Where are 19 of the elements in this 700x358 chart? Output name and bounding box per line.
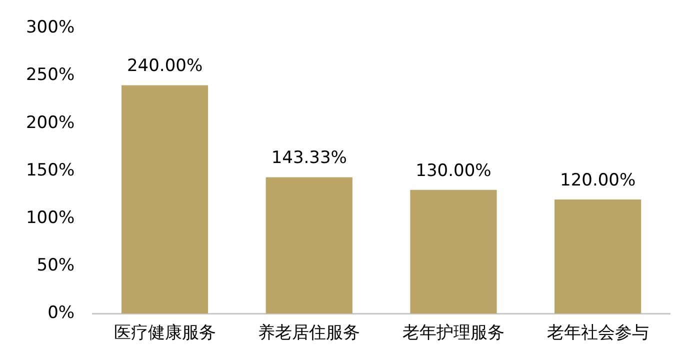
x-tick-label: 老年护理服务 bbox=[402, 323, 504, 344]
data-label: 130.00% bbox=[416, 160, 492, 181]
y-tick-label: 250% bbox=[26, 65, 75, 86]
bar bbox=[554, 199, 642, 314]
data-label: 240.00% bbox=[126, 56, 203, 76]
bar bbox=[410, 190, 497, 314]
y-tick-label: 0% bbox=[48, 303, 75, 324]
x-tick-label: 老年社会参与 bbox=[546, 323, 649, 344]
x-tick-label: 养老居住服务 bbox=[258, 323, 360, 344]
y-tick-label: 200% bbox=[26, 112, 75, 133]
x-tick-label: 医疗健康服务 bbox=[114, 323, 216, 344]
data-label: 120.00% bbox=[560, 170, 636, 190]
y-tick-label: 300% bbox=[26, 18, 75, 38]
y-tick-label: 100% bbox=[26, 208, 75, 228]
bar bbox=[266, 177, 352, 314]
data-label: 143.33% bbox=[271, 148, 347, 168]
y-tick-label: 50% bbox=[36, 255, 75, 276]
y-tick-label: 150% bbox=[26, 160, 75, 180]
bar bbox=[121, 85, 208, 314]
